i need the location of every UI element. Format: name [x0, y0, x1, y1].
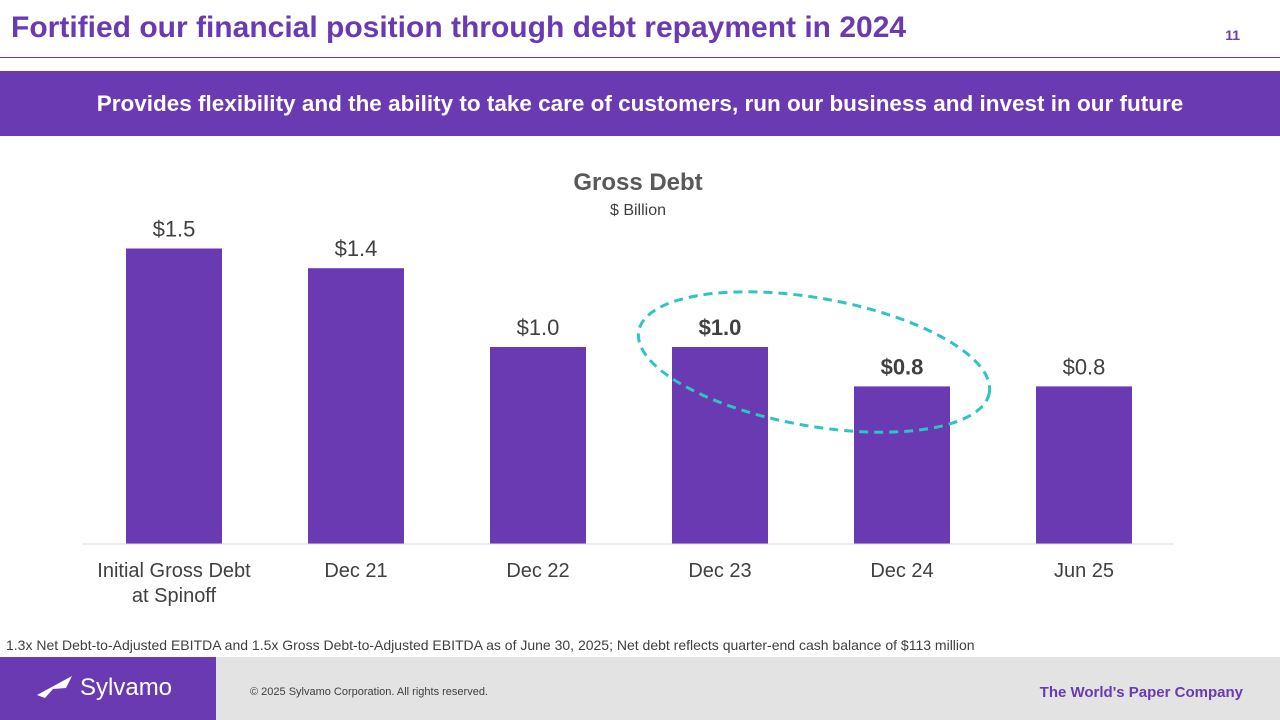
page-number: 11	[1225, 27, 1240, 43]
subtitle-banner: Provides flexibility and the ability to …	[0, 71, 1280, 136]
logo: Sylvamo	[0, 657, 216, 720]
title-divider	[0, 57, 1280, 58]
category-label: at Spinoff	[132, 585, 217, 607]
data-label: $1.4	[335, 236, 378, 261]
bar	[126, 248, 222, 544]
chart-title: Gross Debt	[573, 169, 702, 196]
copyright: © 2025 Sylvamo Corporation. All rights r…	[250, 686, 488, 698]
data-label: $1.5	[153, 217, 196, 242]
category-label: Initial Gross Debt	[97, 560, 251, 582]
data-label: $0.8	[1063, 354, 1106, 379]
category-label: Dec 22	[506, 560, 569, 582]
chart-subtitle: $ Billion	[610, 202, 666, 219]
slide-title: Fortified our financial position through…	[11, 11, 907, 44]
category-label: Dec 23	[688, 560, 751, 582]
tagline: The World's Paper Company	[1039, 684, 1243, 701]
leaf-logo-icon	[37, 676, 72, 698]
footer: Sylvamo © 2025 Sylvamo Corporation. All …	[0, 657, 1280, 720]
bar	[490, 347, 586, 544]
gross-debt-chart: Gross Debt $ Billion $1.5 Initial Gross D…	[82, 169, 1174, 607]
category-label: Dec 24	[870, 560, 933, 582]
data-label: $0.8	[881, 354, 924, 379]
bar	[308, 268, 404, 544]
category-label: Jun 25	[1054, 560, 1114, 582]
bar	[854, 386, 950, 544]
bar-group: $1.5 Initial Gross Debt at Spinoff $1.4 Dec …	[97, 217, 1132, 607]
bar	[1036, 386, 1132, 544]
highlight-ellipse	[636, 290, 992, 434]
category-label: Dec 21	[324, 560, 387, 582]
data-label: $1.0	[517, 315, 560, 340]
logo-text: Sylvamo	[80, 674, 173, 701]
footnote: 1.3x Net Debt-to-Adjusted EBITDA and 1.5…	[6, 637, 975, 653]
bar	[672, 347, 768, 544]
banner-text: Provides flexibility and the ability to …	[96, 90, 1184, 116]
data-label: $1.0	[699, 315, 742, 340]
